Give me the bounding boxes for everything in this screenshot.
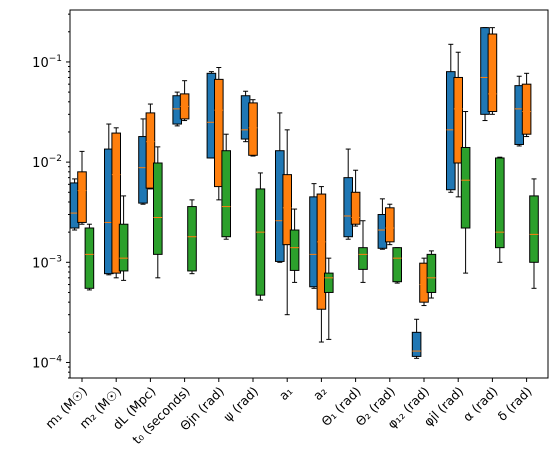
- box-series-0-cat-10: [411, 318, 422, 359]
- box-series-2-cat-6: [289, 208, 300, 283]
- box-series-2-cat-2: [153, 146, 163, 279]
- box-series-1-cat-7: [316, 186, 327, 343]
- box-body: [153, 162, 163, 255]
- box-body: [487, 33, 498, 113]
- x-tick-label: a₂: [310, 384, 330, 404]
- box-body: [289, 229, 300, 271]
- y-tick-label: 10−4: [32, 354, 62, 371]
- box-series-2-cat-13: [529, 178, 539, 289]
- box-body: [426, 253, 437, 293]
- box-series-2-cat-4: [221, 133, 231, 240]
- box-series-2-cat-1: [118, 195, 129, 281]
- box-series-1-cat-11: [453, 51, 463, 198]
- box-series-2-cat-5: [255, 172, 266, 301]
- plot-area: [69, 27, 539, 359]
- box-series-2-cat-10: [426, 250, 437, 299]
- box-series-2-cat-12: [495, 156, 505, 263]
- box-body: [316, 193, 327, 310]
- box-series-2-cat-7: [324, 257, 334, 340]
- box-series-2-cat-0: [84, 223, 95, 291]
- box-body: [385, 207, 395, 243]
- box-body: [460, 146, 471, 229]
- box-series-2-cat-3: [187, 199, 197, 275]
- box-series-1-cat-6: [282, 129, 292, 316]
- box-body: [529, 195, 539, 263]
- x-tick-label: ψ (rad): [220, 384, 261, 425]
- box-body: [214, 78, 224, 188]
- box-body: [111, 132, 122, 274]
- x-tick-label: δ (rad): [494, 384, 534, 424]
- box-body: [521, 83, 532, 135]
- y-axis: 10−4 10−3 10−2 10−1: [32, 13, 70, 379]
- box-series-2-cat-8: [358, 220, 368, 283]
- box-series-1-cat-5: [248, 99, 258, 157]
- box-body: [221, 150, 231, 238]
- box-body: [358, 247, 368, 270]
- box-body: [411, 331, 422, 357]
- box-body: [145, 112, 156, 189]
- y-tick-label: 10−2: [32, 154, 62, 171]
- box-series-2-cat-9: [392, 247, 402, 284]
- box-series-1-cat-1: [111, 127, 122, 279]
- y-tick-label: 10−3: [32, 254, 62, 271]
- box-series-1-cat-8: [350, 169, 361, 227]
- box-body: [255, 188, 266, 296]
- box-body: [118, 223, 129, 272]
- box-series-1-cat-12: [487, 27, 498, 115]
- box-body: [282, 174, 292, 246]
- box-series-1-cat-0: [77, 150, 87, 225]
- box-body: [324, 272, 334, 293]
- box-body: [495, 157, 505, 249]
- box-body: [392, 247, 402, 283]
- box-body: [350, 191, 361, 225]
- box-body: [84, 227, 95, 289]
- axes-frame: [69, 9, 549, 379]
- x-axis: m₁ (M☉)m₂ (M☉)dL (Mpc)t₀ (seconds)Θjn (r…: [42, 378, 535, 447]
- x-tick-label: a₁: [276, 384, 296, 404]
- box-series-2-cat-11: [460, 111, 471, 274]
- box-body: [77, 171, 87, 223]
- x-tick-label: α (rad): [460, 384, 501, 425]
- box-series-1-cat-9: [385, 203, 395, 246]
- box-series-1-cat-4: [214, 67, 224, 201]
- box-series-1-cat-2: [145, 103, 156, 190]
- box-body: [453, 76, 463, 164]
- box-series-1-cat-13: [521, 72, 532, 138]
- box-body: [187, 206, 197, 272]
- y-tick-label: 10−1: [32, 54, 62, 71]
- box-series-1-cat-3: [179, 80, 190, 122]
- box-body: [248, 102, 258, 156]
